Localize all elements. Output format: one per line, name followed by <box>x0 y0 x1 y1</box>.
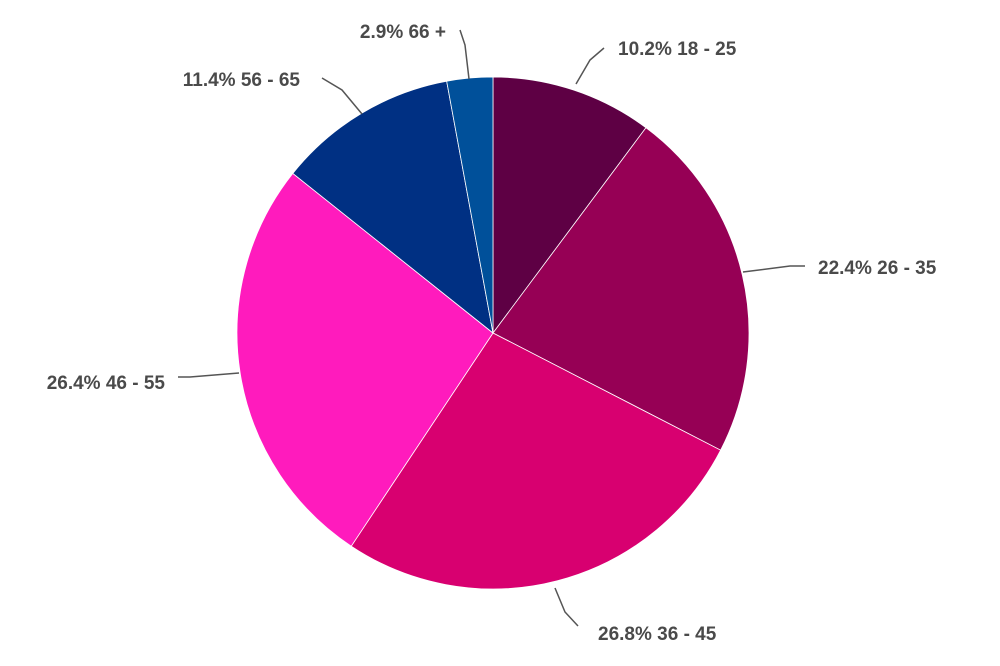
pie-slice-18-25[interactable] <box>492 76 647 335</box>
leader-line-18-25 <box>575 47 605 85</box>
slice-label-56-65: 11.4% 56 - 65 <box>183 70 301 91</box>
leader-line-36-45 <box>554 587 579 627</box>
pie-slice-36-45[interactable] <box>350 332 722 590</box>
leader-line-26-35 <box>742 265 805 273</box>
slice-label-26-35: 22.4% 26 - 35 <box>818 258 937 279</box>
slice-label-36-45: 26.8% 36 - 45 <box>598 624 717 645</box>
pie-slice-66[interactable] <box>446 76 494 334</box>
labels-layer: 10.2% 18 - 25 22.4% 26 - 35 26.8% 36 - 45 2… <box>47 22 937 645</box>
leader-line-66 <box>459 29 470 80</box>
leader-line-46-55 <box>178 372 240 378</box>
leader-line-56-65 <box>321 77 363 115</box>
pie-slice-26-35[interactable] <box>492 127 750 451</box>
slice-label-18-25: 10.2% 18 - 25 <box>618 39 737 60</box>
pie-slice-46-55[interactable] <box>236 172 494 547</box>
leader-lines-layer <box>178 29 805 627</box>
slice-label-46-55: 26.4% 46 - 55 <box>47 373 166 394</box>
slices-layer <box>236 76 750 590</box>
slice-label-66: 2.9% 66 + <box>360 22 446 43</box>
